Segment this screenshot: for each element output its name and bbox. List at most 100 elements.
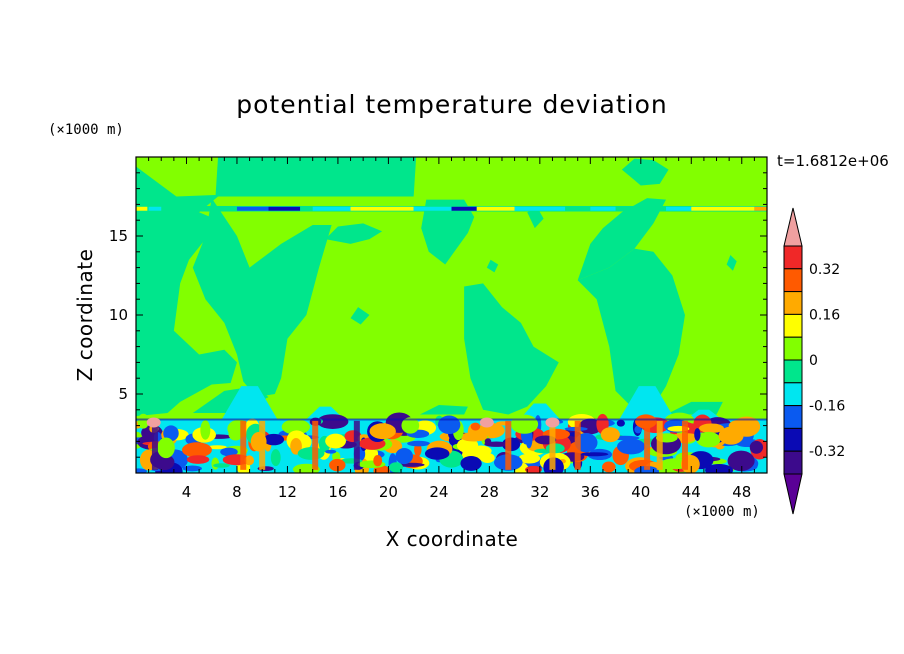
bl-cell-216: [228, 427, 243, 441]
bl-streak-8: [644, 420, 651, 470]
contour-region-negative-2: [215, 157, 417, 197]
contour-region-negative-11: [350, 307, 370, 325]
time-label: t=1.6812e+06: [777, 152, 889, 170]
bl-streak-2: [259, 420, 266, 470]
tropopause-segment-6: [413, 206, 452, 211]
colorbar-label: 0: [809, 353, 818, 369]
bl-streak-3: [312, 420, 319, 470]
colorbar-box: [783, 382, 803, 407]
bl-streak-0: [151, 420, 158, 470]
bl-cell-87: [137, 413, 150, 429]
colorbar-box: [783, 450, 803, 475]
colorbar-box: [783, 405, 803, 429]
contour-region-negative-5: [464, 283, 559, 415]
bl-cell-159: [325, 449, 337, 454]
colorbar-box: [783, 359, 803, 384]
bl-cell-107: [617, 438, 646, 455]
x-tick-label: 24: [429, 483, 448, 501]
bl-cell-94: [634, 425, 642, 434]
tropopause-segment-4: [312, 206, 351, 211]
tropopause-segment-7: [451, 206, 477, 211]
bl-cell-134: [407, 440, 431, 447]
contour-region-negative-10: [136, 352, 162, 376]
tropopause-segment-9: [514, 206, 566, 211]
bl-cell-246: [480, 452, 495, 464]
bl-cell-236: [510, 414, 539, 434]
x-tick-label: 44: [682, 483, 701, 501]
bl-cell-248: [437, 415, 461, 435]
tropopause-segment-1: [148, 206, 162, 211]
x-tick-label: 20: [379, 483, 398, 501]
y-tick-label: 10: [109, 306, 128, 324]
bl-cell-256: [244, 455, 255, 466]
bl-streak-10: [681, 420, 688, 470]
bl-cell-257: [705, 463, 734, 473]
bl-cell-255: [727, 450, 755, 472]
bl-cell-237: [290, 437, 302, 455]
bl-cell-253: [297, 447, 325, 460]
bl-cell-205: [525, 465, 542, 473]
contour-region-negative-3: [325, 223, 383, 244]
tropopause-segment-0: [136, 206, 148, 211]
bl-cell-230: [200, 420, 211, 440]
bl-cell-198: [699, 423, 724, 433]
contour-region-negative-13: [726, 254, 737, 271]
colorbar-box: [783, 291, 803, 315]
x-tick-label: 4: [182, 483, 192, 501]
bl-cell-33: [316, 414, 349, 429]
bl-cell-136: [207, 445, 227, 450]
bl-top-line: [136, 418, 767, 421]
x-unit-label: (×1000 m): [684, 504, 760, 520]
y-axis: 5 10 15: [109, 172, 767, 458]
warm-spot-0: [146, 417, 161, 428]
contour-region-negative-12: [486, 259, 499, 273]
y-tick-label: 15: [109, 227, 128, 245]
colorbar: 0.32 0.16 0 -0.16 -0.32: [783, 207, 845, 515]
bl-cell-229: [329, 458, 346, 472]
bl-cell-187: [518, 453, 541, 464]
x-axis: 4 8 12 16 20 24 28 32 36 40 44 48: [148, 157, 755, 501]
tropopause-segment-10: [590, 206, 616, 211]
plume-0: [221, 386, 278, 420]
bl-cell-209: [696, 431, 721, 448]
colorbar-box: [783, 313, 803, 338]
bl-streak-4: [353, 420, 360, 470]
plume-3: [619, 386, 675, 420]
plume-2: [519, 403, 561, 420]
bl-cell-179: [456, 437, 479, 453]
contour-region-negative-8: [577, 248, 685, 410]
tropopause-segment-3: [268, 206, 301, 211]
bl-cell-127: [616, 419, 625, 427]
x-tick-label: 16: [328, 483, 347, 501]
tropopause-segment-5: [350, 206, 414, 211]
x-tick-label: 8: [232, 483, 242, 501]
bl-cell-125: [270, 449, 281, 467]
x-tick-label: 36: [581, 483, 600, 501]
bl-cell-251: [369, 423, 396, 440]
tropopause-segment-12: [691, 206, 755, 211]
bl-cell-90: [281, 419, 310, 435]
bl-cell-213: [460, 432, 488, 442]
bl-cell-214: [718, 426, 744, 445]
contour-region-negative-1: [192, 198, 332, 398]
bl-cell-152: [163, 425, 179, 442]
bl-cell-50: [136, 468, 147, 473]
bl-cell-153: [389, 462, 403, 473]
bl-cell-210: [694, 428, 701, 441]
colorbar-label: -0.16: [809, 399, 845, 415]
colorbar-label: -0.32: [809, 444, 845, 460]
bl-cell-232: [401, 417, 420, 434]
bl-cell-245: [460, 456, 482, 471]
x-tick-label: 28: [480, 483, 499, 501]
bl-cell-250: [484, 441, 509, 447]
bl-streak-9: [656, 420, 663, 470]
tropopause-segment-13: [754, 206, 767, 211]
tropopause-segment-8: [476, 206, 515, 211]
contour-region-negative-7: [577, 198, 667, 281]
bl-streak-1: [240, 420, 247, 470]
bl-cell-259: [395, 448, 413, 465]
colorbar-extend-min: [783, 473, 803, 515]
bl-cell-128: [749, 440, 764, 454]
y-unit-label: (×1000 m): [48, 122, 124, 138]
